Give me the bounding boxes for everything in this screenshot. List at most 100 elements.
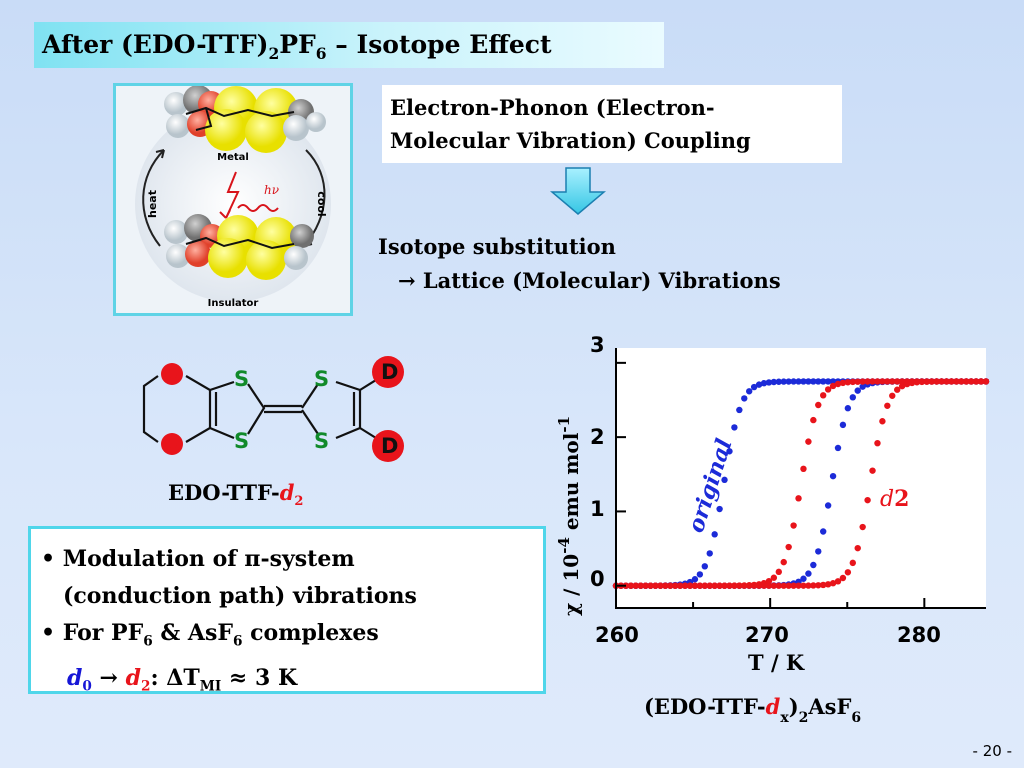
approx-value: ≈ 3 K <box>221 665 298 692</box>
d2-heating-point <box>750 582 758 589</box>
d2-heating-point <box>736 582 743 589</box>
bullet-2-sub-1: 6 <box>143 633 153 650</box>
ytick-2: 2 <box>590 425 605 449</box>
d2-heating-point <box>815 582 822 589</box>
d2-heating-point <box>637 582 644 589</box>
atom-d-bottom: D <box>381 434 398 458</box>
d2-heating-point <box>721 582 728 589</box>
original-heating-point <box>810 561 817 569</box>
d2-cooling-point <box>785 543 792 551</box>
original-heating-point <box>824 502 832 509</box>
d2-cooling-point <box>859 378 866 385</box>
original-cooling-point <box>711 531 718 538</box>
atom-d-top: D <box>381 360 398 384</box>
atom-o-bottom: O <box>164 432 182 456</box>
original-cooling-point <box>726 448 733 455</box>
metal-insulator-figure: Metal heat cool hν Insulator <box>113 83 353 316</box>
d2-heating-point <box>686 582 694 589</box>
d2-cooling-point <box>829 382 837 390</box>
d2-heating-point <box>711 582 718 589</box>
d2-cooling-point <box>780 558 787 566</box>
d2-cooling-point <box>770 574 778 581</box>
bullet-2-sub-2: 6 <box>232 633 243 650</box>
bullet-dot-icon: • <box>41 546 56 572</box>
d2-heating-point <box>691 582 699 589</box>
original-cooling-point <box>785 378 792 385</box>
d2-cooling-point <box>844 379 852 386</box>
ytick-0: 0 <box>590 567 605 591</box>
d2-heating-point <box>632 582 639 589</box>
d2-heating-point <box>765 582 773 589</box>
coupling-line-2: Molecular Vibration) Coupling <box>390 128 751 153</box>
coupling-line-1: Electron-Phonon (Electron- <box>390 95 715 120</box>
d2-cooling-point <box>815 401 822 409</box>
down-arrow-icon <box>550 167 606 215</box>
d2-heating-point <box>676 582 684 589</box>
cool-label: cool <box>315 191 328 216</box>
original-cooling-point <box>746 388 753 395</box>
d2-heating-point <box>839 574 847 582</box>
slide-title: After (EDO-TTF)2PF6 – Isotope Effect <box>34 22 664 68</box>
d2-heating-point <box>667 582 674 589</box>
d2-heating-point <box>844 569 852 576</box>
isotope-line-2: → Lattice (Molecular) Vibrations <box>378 264 781 298</box>
original-heating-point <box>820 528 827 535</box>
atom-s-4: S <box>314 429 329 453</box>
original-heating-point <box>805 570 812 577</box>
d2-heating-point <box>672 582 679 589</box>
d2-heating-point <box>795 582 802 589</box>
d2-heating-point <box>662 582 669 589</box>
original-cooling-point <box>820 378 827 385</box>
d2-heating-point <box>977 378 985 385</box>
d2-cooling-point <box>884 378 891 385</box>
mi-sub: MI <box>199 678 222 695</box>
original-cooling-point <box>790 378 797 385</box>
d2-heating-point <box>696 582 704 589</box>
d2-heating-point <box>755 582 763 589</box>
d2-heating-point <box>800 582 807 589</box>
ytick-3: 3 <box>590 336 605 357</box>
original-cooling-point <box>780 378 787 385</box>
atom-s-2: S <box>234 429 249 453</box>
original-cooling-point <box>805 378 812 385</box>
data-points <box>612 378 990 589</box>
d2-heating-point <box>963 378 970 385</box>
d0-sub: 0 <box>82 678 92 695</box>
original-cooling-point <box>815 378 822 385</box>
original-cooling-point <box>750 383 758 391</box>
bullet-2-text-c: complexes <box>242 620 379 646</box>
d2-heating-point <box>953 378 960 385</box>
right-arrow-icon: → <box>398 268 416 293</box>
d2-heating-point <box>785 582 792 589</box>
d2-heating-point <box>790 582 797 589</box>
d2-cooling-point <box>820 392 827 399</box>
d2-heating-point <box>741 582 748 589</box>
original-heating-point <box>800 575 807 582</box>
original-cooling-point <box>760 380 768 387</box>
d2-heating-point <box>820 581 827 589</box>
d2-label: d <box>125 665 142 692</box>
original-cooling-point <box>706 550 713 557</box>
d2-heating-point <box>889 392 896 399</box>
d2-heating-point <box>884 402 891 409</box>
d2-heating-point <box>938 378 945 385</box>
d2-heating-point <box>913 379 921 386</box>
original-cooling-point <box>716 505 723 513</box>
bullet-1-line-2: (conduction path) vibrations <box>63 583 417 609</box>
original-cooling-point <box>824 378 832 385</box>
isotope-line-2-text: Lattice (Molecular) Vibrations <box>415 268 781 293</box>
bullet-2-text-b: & AsF <box>152 620 233 646</box>
d2-cooling-point <box>849 378 856 386</box>
ytick-1: 1 <box>590 497 605 521</box>
title-text: After (EDO-TTF) <box>42 30 269 59</box>
d2-heating-point <box>933 378 940 385</box>
insulator-label: Insulator <box>208 298 259 309</box>
d2-heating-point <box>834 578 842 585</box>
d2-cooling-point <box>889 378 896 385</box>
original-cooling-point <box>731 424 738 431</box>
d2-cooling-point <box>894 378 901 385</box>
original-heating-point <box>854 387 861 394</box>
original-heating-point <box>839 421 847 429</box>
d2-cooling-point <box>795 495 802 502</box>
bullet-2-text-a: For PF <box>55 620 144 646</box>
